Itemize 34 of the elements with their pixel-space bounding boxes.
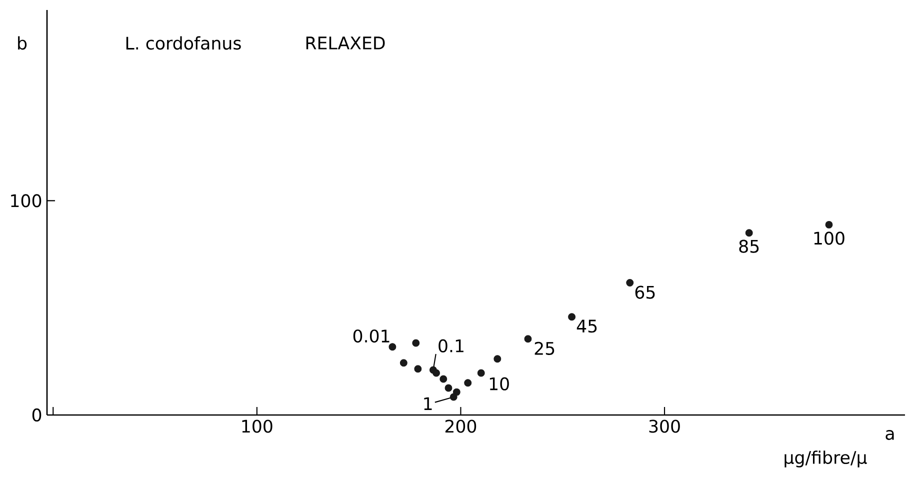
annotation: 85 [739, 240, 759, 253]
annotation: 0.1 [438, 339, 464, 352]
point [626, 279, 634, 287]
point [825, 220, 833, 228]
annotation: 65 [635, 286, 655, 299]
annotation: 0.01 [353, 329, 390, 343]
annotation: 1 [424, 397, 432, 410]
annotation: 100 [814, 232, 844, 245]
x-axis-title: a [886, 430, 894, 440]
point [494, 355, 502, 363]
x-tick-label: 200 [445, 420, 476, 433]
point [400, 359, 408, 367]
annotation: 25 [534, 342, 554, 355]
point [444, 384, 452, 392]
annotation: 45 [576, 320, 597, 333]
point [440, 375, 448, 383]
text: L. cordofanus [126, 36, 241, 50]
text: µg/fibre/µ [784, 450, 867, 468]
x-tick-label: 100 [242, 420, 272, 433]
point [450, 393, 458, 401]
point [477, 369, 485, 377]
point [464, 379, 472, 387]
point [568, 313, 576, 321]
point [412, 339, 420, 347]
point [388, 343, 396, 351]
point [414, 365, 422, 373]
x-tick-label: 300 [649, 420, 680, 433]
y-axis-title: b [18, 36, 27, 50]
annotation: 10 [490, 377, 509, 390]
text: RELAXED [306, 36, 385, 50]
y-tick-label: 0 [32, 408, 42, 422]
point [745, 229, 753, 237]
point [432, 369, 440, 377]
point [524, 335, 532, 343]
